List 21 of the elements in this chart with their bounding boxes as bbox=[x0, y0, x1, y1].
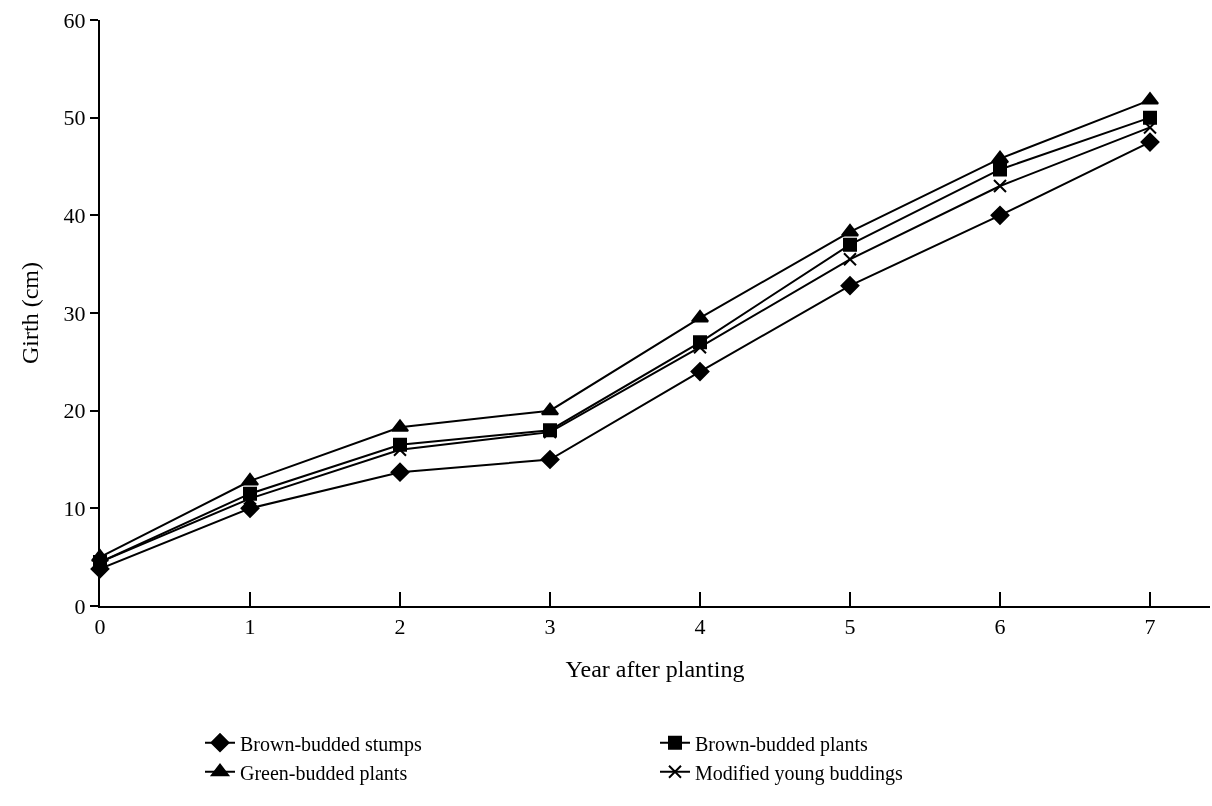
x-axis-title: Year after planting bbox=[565, 656, 745, 683]
y-tick-label: 40 bbox=[63, 203, 86, 229]
legend-label: Modified young buddings bbox=[695, 761, 903, 785]
x-tick-label: 1 bbox=[244, 614, 256, 640]
y-tick-label: 50 bbox=[63, 105, 86, 131]
y-tick-label: 30 bbox=[63, 300, 86, 326]
y-tick-label: 10 bbox=[63, 496, 86, 522]
y-tick-label: 60 bbox=[63, 7, 86, 33]
legend-label: Green-budded plants bbox=[240, 761, 408, 785]
x-tick-label: 0 bbox=[94, 614, 106, 640]
x-tick-label: 7 bbox=[1144, 614, 1156, 640]
x-tick-label: 5 bbox=[844, 614, 856, 640]
y-axis-title: Girth (cm) bbox=[17, 262, 44, 364]
legend-label: Brown-budded plants bbox=[695, 732, 868, 756]
x-tick-label: 6 bbox=[994, 614, 1006, 640]
x-tick-label: 4 bbox=[694, 614, 706, 640]
y-tick-label: 0 bbox=[74, 593, 86, 619]
x-tick-label: 3 bbox=[544, 614, 556, 640]
y-tick-label: 20 bbox=[63, 398, 86, 424]
legend-label: Brown-budded stumps bbox=[240, 732, 422, 756]
x-tick-label: 2 bbox=[394, 614, 406, 640]
